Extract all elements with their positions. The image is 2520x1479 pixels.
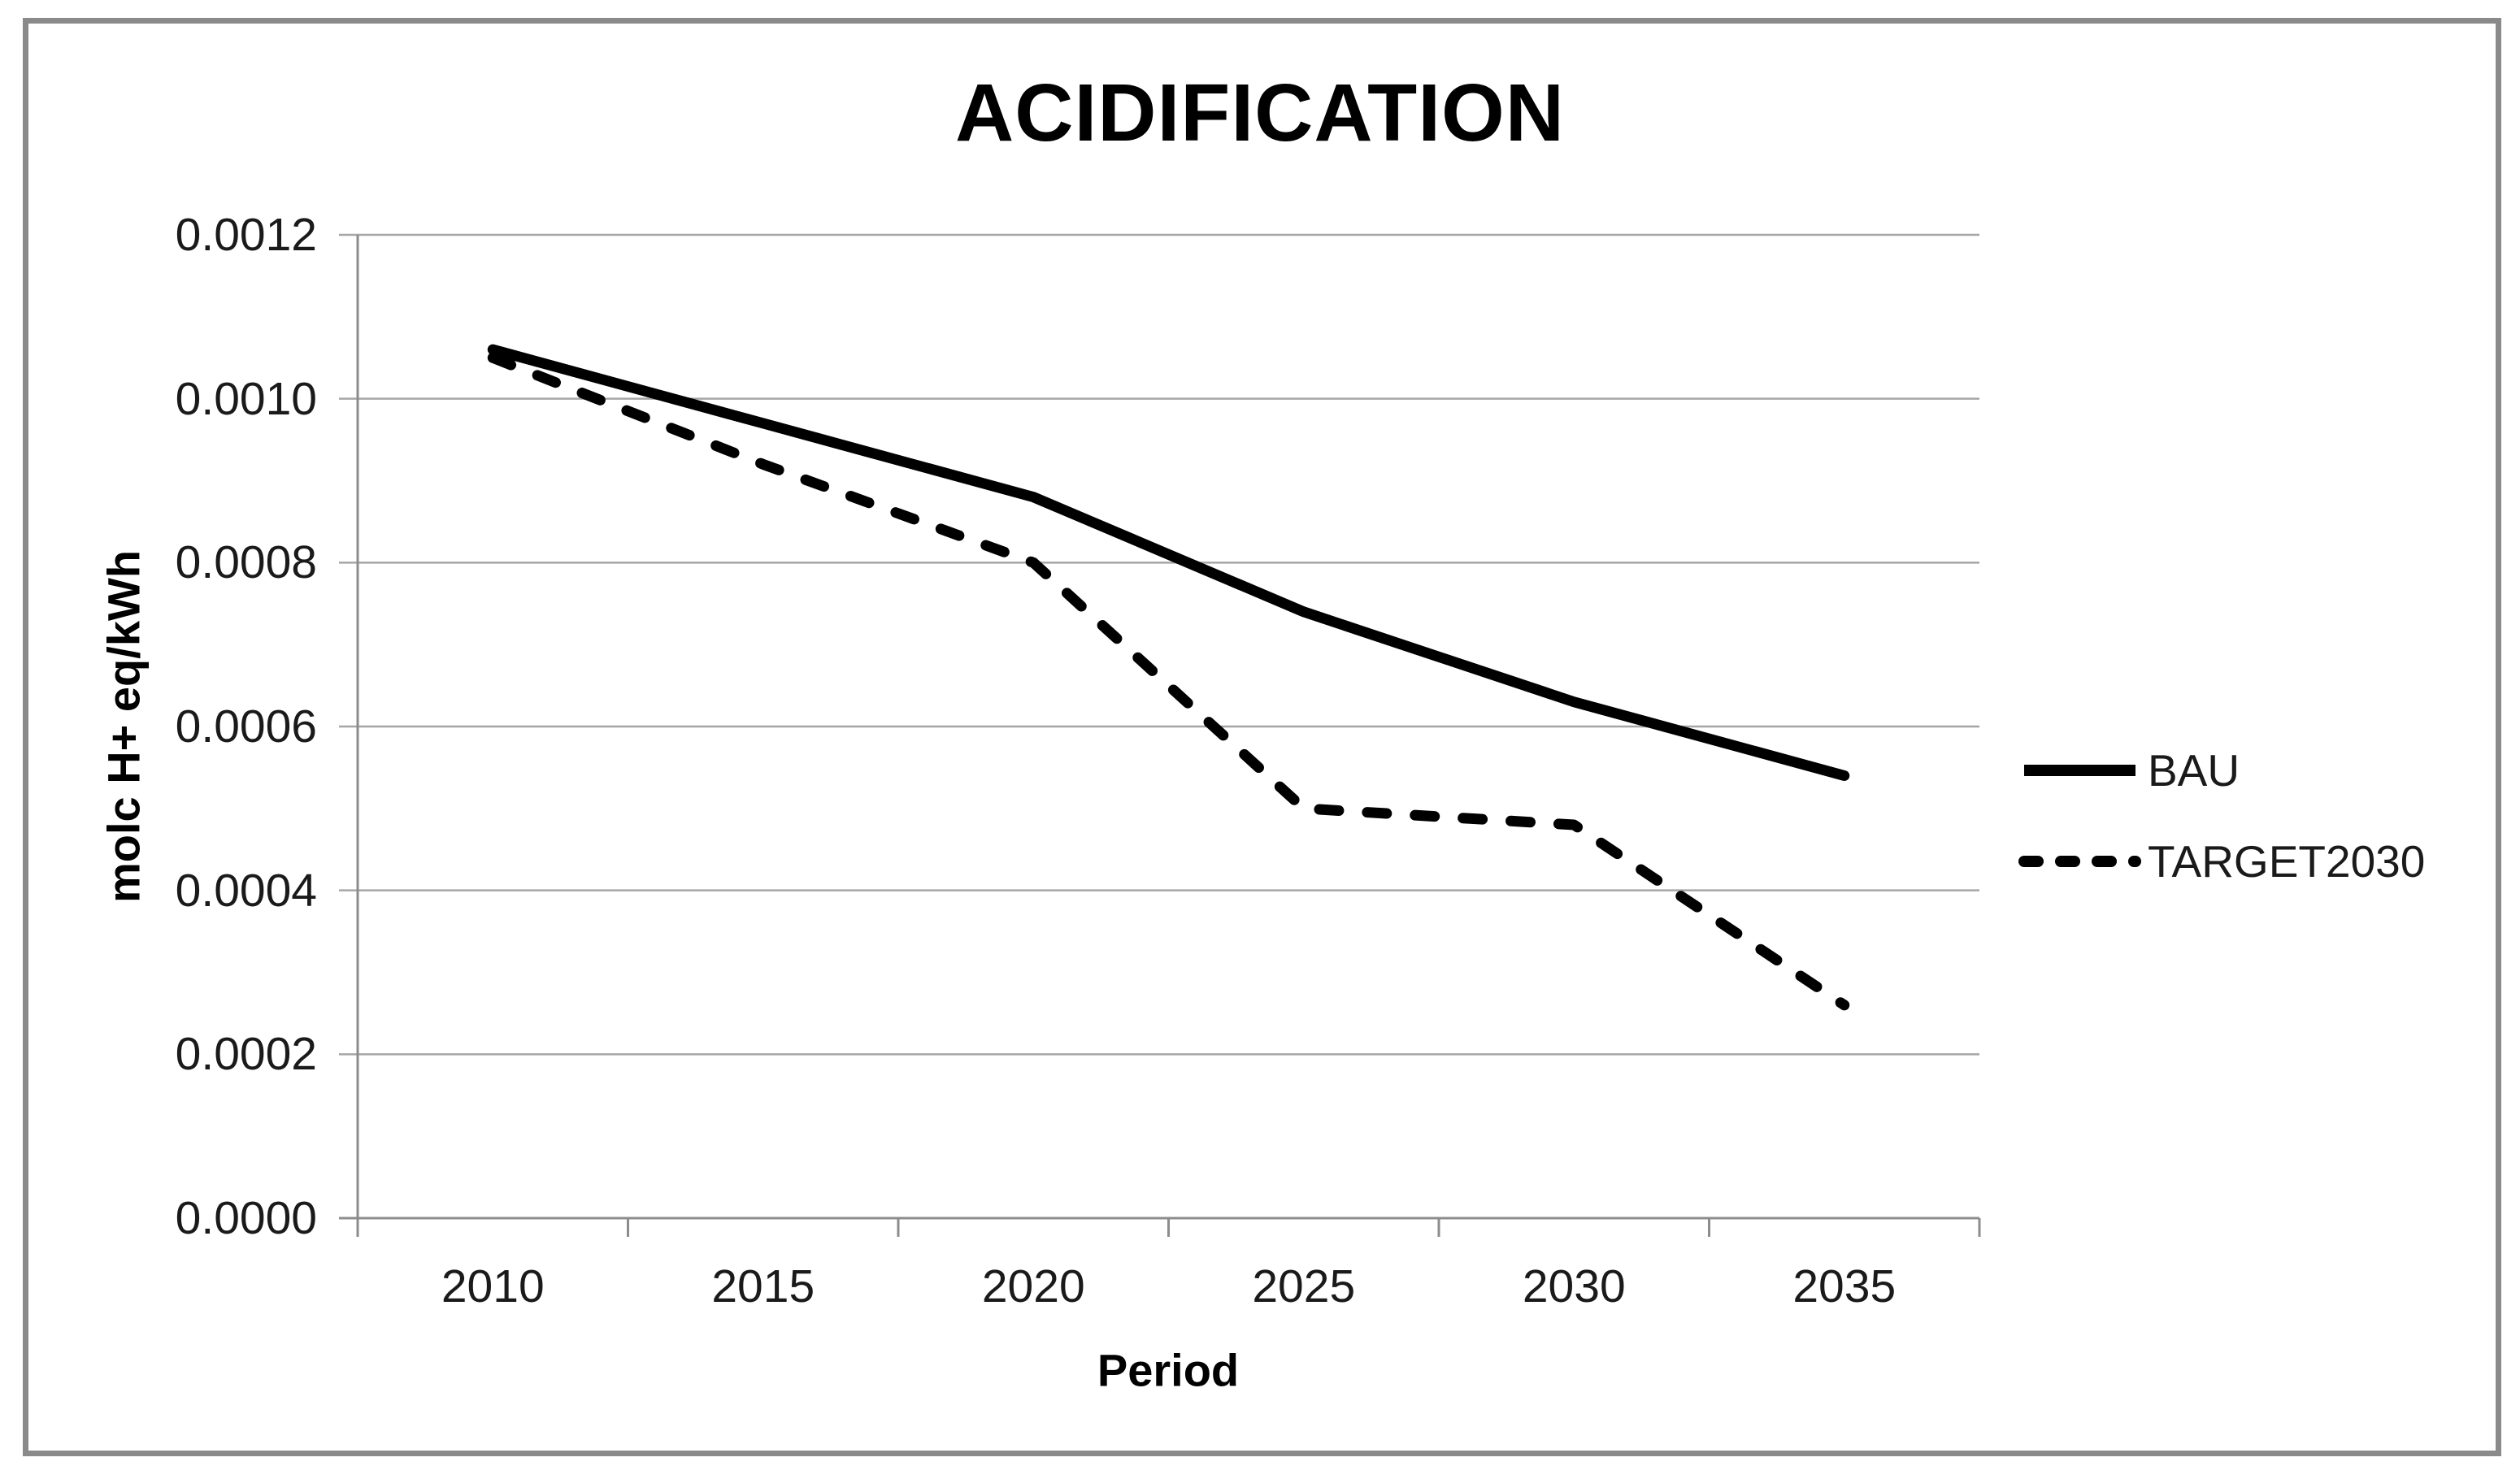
y-tick-label: 0.0000	[175, 1192, 317, 1244]
series-line-bau	[487, 344, 1850, 781]
x-tick-label: 2035	[1792, 1260, 1897, 1312]
y-tick-label: 0.0010	[175, 372, 317, 425]
legend-label-bau: BAU	[2148, 745, 2240, 796]
chart-border-frame	[23, 18, 2501, 1456]
y-tick-label: 0.0004	[175, 864, 317, 917]
x-tick-label: 2015	[711, 1260, 815, 1312]
x-tick-label: 2025	[1252, 1260, 1356, 1312]
series-line-target2030	[487, 352, 1850, 1011]
x-axis-title: Period	[1097, 1344, 1240, 1396]
chart-title: ACIDIFICATION	[955, 67, 1565, 158]
y-tick-label: 0.0008	[175, 536, 317, 589]
y-tick-label: 0.0012	[175, 209, 317, 261]
x-tick-label: 2030	[1522, 1260, 1626, 1312]
y-tick-label: 0.0002	[175, 1028, 317, 1081]
legend-label-target2030: TARGET2030	[2148, 836, 2426, 887]
x-tick-label: 2020	[981, 1260, 1085, 1312]
y-tick-label: 0.0006	[175, 700, 317, 753]
x-tick-label: 2010	[441, 1260, 545, 1312]
